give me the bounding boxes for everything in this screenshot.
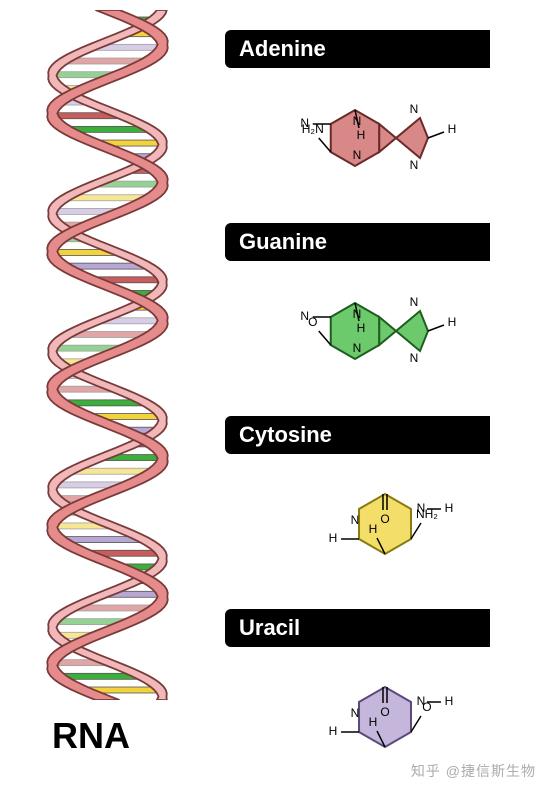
svg-text:H: H: [356, 128, 365, 142]
svg-text:N: N: [416, 501, 425, 515]
helix-column: RNA: [0, 0, 215, 787]
molecule-diagram: HNH₂HNNHO: [225, 454, 544, 599]
watermark-text: 知乎 @捷信斯生物: [411, 761, 536, 781]
base-header: Guanine: [225, 223, 544, 261]
svg-text:N: N: [409, 158, 418, 172]
svg-text:H: H: [356, 321, 365, 335]
molecule-diagram: ONNHNNHN: [225, 261, 544, 406]
svg-text:N: N: [416, 694, 425, 708]
svg-text:H: H: [368, 522, 377, 536]
svg-text:H: H: [444, 501, 453, 515]
base-header: Cytosine: [225, 416, 544, 454]
diagram-container: RNA AdenineH₂NNNHNNHNGuanineONNHNNHNCyto…: [0, 0, 544, 787]
svg-text:N: N: [352, 341, 361, 355]
svg-text:N: N: [352, 148, 361, 162]
svg-text:H: H: [447, 122, 456, 136]
base-header: Adenine: [225, 30, 544, 68]
svg-text:N: N: [409, 351, 418, 365]
base-header: Uracil: [225, 609, 544, 647]
svg-text:H: H: [447, 315, 456, 329]
svg-text:H: H: [328, 724, 337, 738]
base-label: Guanine: [225, 223, 490, 261]
base-label: Uracil: [225, 609, 490, 647]
base-label: Cytosine: [225, 416, 490, 454]
base-label: Adenine: [225, 30, 490, 68]
svg-text:H: H: [444, 694, 453, 708]
rna-title: RNA: [52, 715, 130, 757]
svg-text:N: N: [350, 513, 359, 527]
base-block-guanine: GuanineONNHNNHN: [225, 223, 544, 406]
base-block-cytosine: CytosineHNH₂HNNHO: [225, 416, 544, 599]
svg-text:N: N: [300, 116, 309, 130]
svg-text:H: H: [368, 715, 377, 729]
svg-text:N: N: [300, 309, 309, 323]
svg-text:N: N: [409, 295, 418, 309]
rna-helix: [30, 10, 185, 700]
svg-text:O: O: [380, 512, 389, 526]
svg-text:N: N: [409, 102, 418, 116]
svg-text:H: H: [328, 531, 337, 545]
svg-text:O: O: [380, 705, 389, 719]
base-block-adenine: AdenineH₂NNNHNNHN: [225, 30, 544, 213]
bases-column: AdenineH₂NNNHNNHNGuanineONNHNNHNCytosine…: [215, 0, 544, 787]
molecule-diagram: H₂NNNHNNHN: [225, 68, 544, 213]
svg-text:N: N: [350, 706, 359, 720]
